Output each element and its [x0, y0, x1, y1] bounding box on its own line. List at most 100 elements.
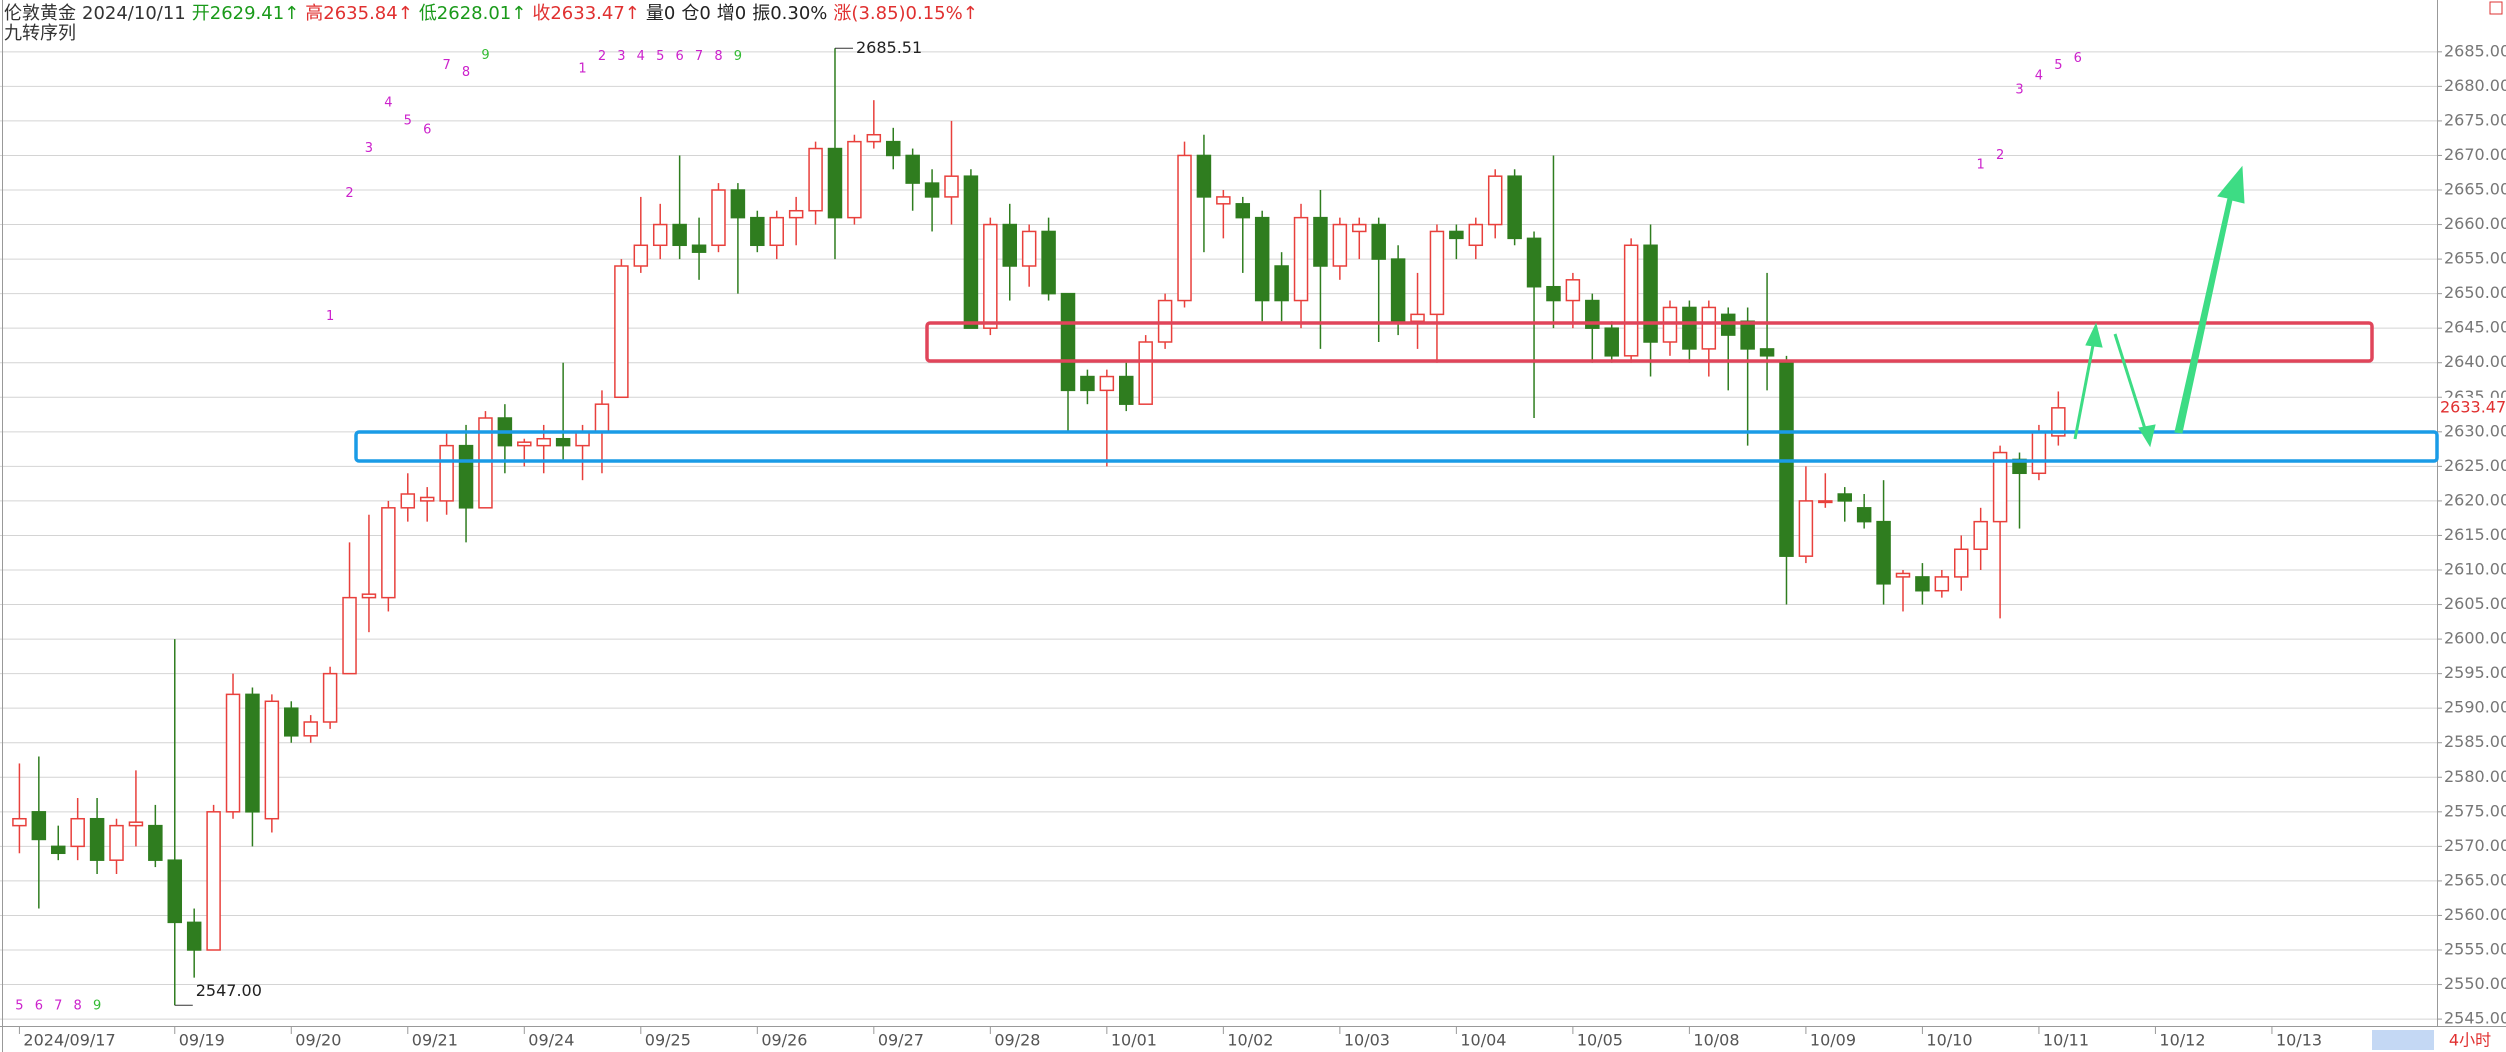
candle-body — [361, 593, 377, 599]
td-count: 8 — [714, 49, 722, 64]
candle-body — [827, 147, 843, 219]
td-count: 7 — [54, 998, 62, 1013]
candle — [1021, 224, 1037, 287]
candle-body — [1682, 306, 1697, 350]
candle-body — [1371, 223, 1386, 260]
candle — [1099, 369, 1115, 467]
candle — [691, 217, 707, 280]
candle — [1254, 210, 1270, 322]
candle — [1274, 252, 1289, 322]
scrollbar[interactable] — [2372, 1030, 2434, 1050]
candle-body — [536, 437, 551, 447]
td-count: 4 — [384, 95, 392, 110]
candle — [419, 487, 435, 522]
candle — [186, 908, 202, 978]
candle — [905, 148, 920, 211]
period-label[interactable]: 4小时 — [2449, 1031, 2491, 1050]
candle — [1934, 570, 1950, 598]
candle — [1235, 196, 1251, 273]
candle-body — [225, 693, 241, 813]
candle-body — [245, 693, 260, 813]
candle-body — [1837, 493, 1852, 502]
td-count: 8 — [462, 65, 470, 80]
candle-body — [944, 175, 959, 198]
y-tick-label: 2625.00 — [2444, 456, 2506, 475]
window-button[interactable] — [2489, 1, 2503, 15]
candle — [808, 141, 823, 225]
candle — [1060, 292, 1076, 432]
candle-body — [905, 154, 920, 184]
candle-body — [691, 244, 707, 253]
candle — [1196, 134, 1212, 253]
candle-body — [1876, 520, 1891, 585]
y-tick-label: 2685.00 — [2444, 41, 2506, 60]
candle-body — [284, 707, 299, 737]
candle — [555, 362, 571, 460]
candle-body — [1449, 230, 1464, 240]
candle-body — [594, 403, 610, 433]
candle — [322, 666, 338, 729]
candle-body — [186, 921, 202, 951]
candle-body — [983, 223, 998, 329]
candle-body — [1235, 203, 1251, 219]
candle-body — [381, 507, 396, 599]
candle-body — [1021, 230, 1037, 267]
header-field: 开2629.41↑ — [192, 3, 300, 24]
header-field: 高2635.84↑ — [305, 3, 413, 24]
candle-body — [1856, 507, 1872, 523]
arrow-up-large — [2174, 165, 2245, 434]
candle-body — [750, 216, 765, 247]
x-tick-label: 10/04 — [1460, 1031, 1506, 1050]
y-tick-label: 2565.00 — [2444, 870, 2506, 889]
candle-body — [1177, 154, 1192, 302]
forecast-arrows — [2073, 165, 2245, 448]
candle-body — [31, 811, 47, 841]
candle — [2051, 391, 2066, 446]
candle-body — [575, 431, 590, 447]
candle — [1216, 190, 1231, 239]
candle-body — [1099, 375, 1115, 392]
candle-body — [458, 444, 474, 509]
candle-body — [1934, 576, 1950, 592]
x-tick-label: 09/20 — [295, 1031, 341, 1050]
candle — [70, 798, 85, 861]
x-tick-label: 10/05 — [1577, 1031, 1623, 1050]
candle — [983, 217, 998, 336]
candle — [1487, 169, 1503, 239]
td-count: 3 — [365, 141, 373, 156]
td-count: 2 — [1996, 148, 2004, 163]
candle — [381, 500, 396, 612]
candle-body — [128, 821, 144, 827]
td-count: 7 — [695, 49, 703, 64]
x-tick-label: 10/02 — [1227, 1031, 1273, 1050]
candle-body — [614, 265, 629, 399]
candle-body — [633, 244, 649, 267]
candle-body — [788, 209, 804, 219]
candle-body — [1002, 223, 1018, 267]
y-tick-label: 2595.00 — [2444, 663, 2506, 682]
x-tick-label: 10/12 — [2159, 1031, 2205, 1050]
candle-body — [148, 824, 163, 861]
candle — [788, 196, 804, 246]
td-count: 1 — [578, 62, 586, 77]
y-tick-label: 2605.00 — [2444, 594, 2506, 613]
candle — [342, 542, 357, 675]
candle — [827, 48, 843, 260]
x-tick-label: 10/13 — [2276, 1031, 2322, 1050]
candle — [847, 134, 862, 225]
candle-body — [1546, 285, 1561, 302]
candle — [730, 183, 746, 294]
candle — [284, 701, 299, 743]
candle-body — [1293, 216, 1309, 302]
candle — [1856, 494, 1872, 529]
candle — [652, 203, 668, 260]
y-tick-label: 2660.00 — [2444, 214, 2506, 233]
candle — [148, 804, 163, 868]
candle — [1429, 224, 1445, 363]
candle — [1119, 362, 1134, 412]
candle — [1565, 272, 1581, 329]
max-label: 2685.51 — [856, 38, 922, 57]
y-tick-label: 2550.00 — [2444, 974, 2506, 993]
